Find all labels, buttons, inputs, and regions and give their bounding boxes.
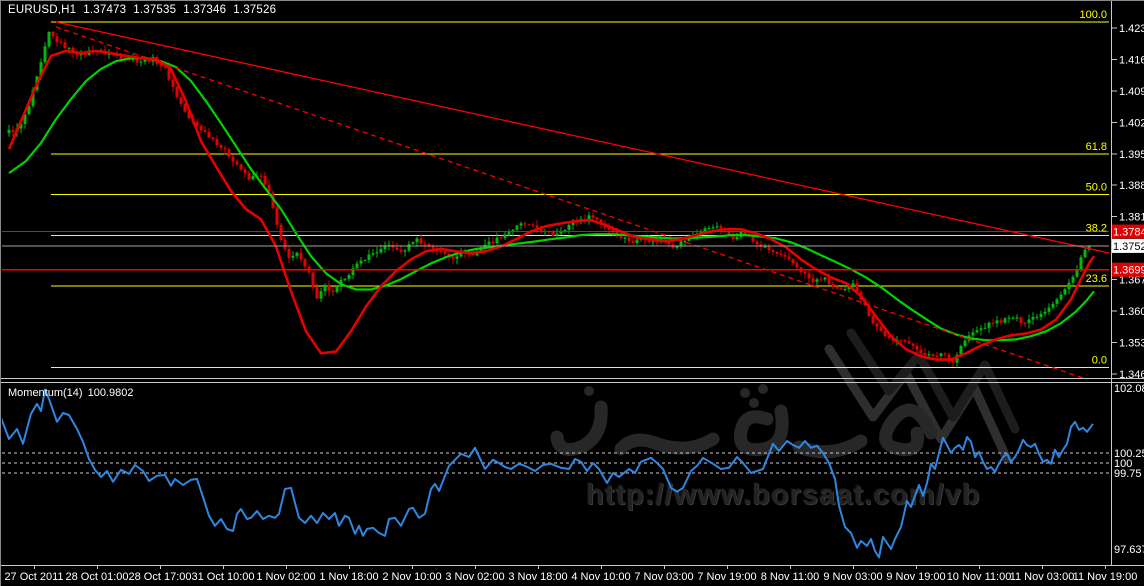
price-tick-label: 1.4027 — [1119, 117, 1144, 129]
time-tick — [853, 565, 854, 569]
time-tick — [34, 565, 35, 569]
time-axis-label: 7 Nov 19:00 — [697, 571, 757, 583]
momentum-tick-label: 100 — [1114, 458, 1132, 470]
time-tick — [286, 565, 287, 569]
momentum-label: Momentum(14) — [8, 387, 83, 399]
price-badge — [1111, 224, 1144, 239]
time-axis-label: 11 Nov 03:00 — [1009, 571, 1075, 583]
price-chart-panel[interactable]: 100.0 61.8 50.0 38.2 23.6 0.0 1.4237 1.4167 1.40… — [1, 1, 1144, 381]
time-tick — [412, 565, 413, 569]
ohlc-high: 1.37535 — [133, 4, 177, 16]
time-axis-label: 4 Nov 10:00 — [571, 571, 631, 583]
time-tick — [664, 565, 665, 569]
time-tick — [979, 565, 980, 569]
time-tick — [1105, 565, 1106, 569]
ohlc-close: 1.37526 — [233, 4, 277, 16]
momentum-line — [2, 388, 1094, 559]
price-tick-label: 1.3677 — [1119, 275, 1144, 287]
watermark-arabic-calligraphy — [550, 384, 938, 459]
momentum-tick-label: 100.25 — [1114, 448, 1144, 460]
price-axis-border — [1111, 1, 1112, 565]
fib-label: 50.0 — [1086, 182, 1107, 194]
time-tick — [727, 565, 728, 569]
price-badge — [1111, 238, 1144, 253]
momentum-panel[interactable]: 100.2510099.75 102.08 97.637 — [1, 381, 1144, 567]
trendline-solid — [55, 21, 1109, 254]
time-axis-label: 27 Oct 2011 — [4, 571, 64, 583]
chart-header: EURUSD,H1 1.37473 1.37535 1.37346 1.37526 — [8, 4, 283, 16]
time-tick — [790, 565, 791, 569]
ohlc-open: 1.37473 — [83, 4, 127, 16]
time-tick — [223, 565, 224, 569]
momentum-panel-top-border — [1, 382, 1144, 383]
time-tick — [160, 565, 161, 569]
momentum-header: Momentum(14) 100.9802 — [8, 387, 138, 399]
price-tick-label: 1.3467 — [1119, 369, 1144, 381]
fib-label: 100.0 — [1079, 9, 1107, 21]
trendline-dashed — [55, 26, 1086, 378]
price-tick-label: 1.3537 — [1119, 337, 1144, 349]
price-tick-label: 1.3607 — [1119, 306, 1144, 318]
price-tick-label: 1.3957 — [1119, 149, 1144, 161]
momentum-min-label: 97.637 — [1114, 544, 1144, 556]
time-tick — [1042, 565, 1043, 569]
price-badge-label: 1.3699 — [1113, 265, 1144, 277]
fib-label: 0.0 — [1092, 355, 1107, 367]
fib-label: 38.2 — [1086, 223, 1107, 235]
time-axis-label: 9 Nov 03:00 — [823, 571, 883, 583]
time-axis-label: 3 Nov 02:00 — [445, 571, 505, 583]
time-axis-label: 9 Nov 19:00 — [886, 571, 946, 583]
main-panel-bottom-border — [1, 378, 1144, 379]
time-axis-label: 2 Nov 10:00 — [382, 571, 442, 583]
time-axis-label: 8 Nov 11:00 — [760, 571, 820, 583]
time-tick — [916, 565, 917, 569]
momentum-tick-label: 99.75 — [1114, 468, 1142, 480]
watermark-url: http://www.borsaat.com/vb — [586, 479, 981, 511]
price-tick-label: 1.4167 — [1119, 54, 1144, 66]
ma-slow-green — [8, 56, 1095, 342]
time-tick — [349, 565, 350, 569]
price-badge — [1111, 262, 1144, 277]
time-axis-label: 1 Nov 18:00 — [319, 571, 379, 583]
ohlc-low: 1.37346 — [183, 4, 227, 16]
time-axis-label: 10 Nov 11:00 — [946, 571, 1012, 583]
price-tick-label: 1.4237 — [1119, 23, 1144, 35]
price-tick-label: 1.4097 — [1119, 86, 1144, 98]
price-badge-label: 1.3784 — [1113, 227, 1144, 239]
momentum-value: 100.9802 — [87, 387, 134, 399]
time-axis-label: 28 Oct 01:00 — [65, 571, 129, 583]
time-axis-label: 1 Nov 02:00 — [256, 571, 316, 583]
momentum-max-label: 102.08 — [1114, 383, 1144, 395]
price-badge-label: 1.3752 — [1113, 241, 1144, 253]
time-tick — [538, 565, 539, 569]
price-tick-label: 1.3817 — [1119, 212, 1144, 224]
time-axis-label: 28 Oct 17:00 — [128, 571, 192, 583]
time-axis-label: 3 Nov 18:00 — [508, 571, 568, 583]
candles — [7, 30, 1091, 368]
time-tick — [475, 565, 476, 569]
time-tick — [601, 565, 602, 569]
momentum-panel-bottom-border — [1, 565, 1144, 566]
fib-label: 23.6 — [1086, 273, 1107, 285]
symbol-timeframe-label: EURUSD,H1 — [8, 4, 77, 16]
ma-fast-red — [7, 49, 1096, 361]
price-tick-label: 1.3887 — [1119, 180, 1144, 192]
time-axis[interactable]: 27 Oct 2011 28 Oct 01:00 28 Oct 17:00 31 Oc… — [1, 565, 1144, 586]
time-axis-label: 7 Nov 03:00 — [634, 571, 694, 583]
time-axis-label: 31 Oct 10:00 — [191, 571, 255, 583]
fib-label: 61.8 — [1086, 141, 1107, 153]
time-axis-label: 11 Nov 19:00 — [1072, 571, 1138, 583]
time-tick — [97, 565, 98, 569]
watermark-logo — [824, 328, 1020, 464]
